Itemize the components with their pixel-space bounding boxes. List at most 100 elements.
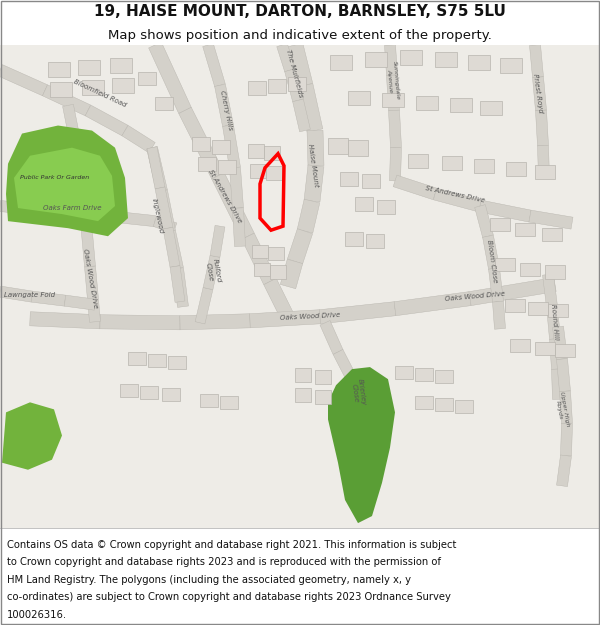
Polygon shape — [284, 69, 304, 102]
Text: Priest Royd: Priest Royd — [532, 73, 544, 113]
Bar — [362, 174, 380, 188]
Bar — [328, 138, 348, 154]
Polygon shape — [146, 146, 167, 192]
Text: 100026316.: 100026316. — [7, 609, 67, 619]
Polygon shape — [242, 233, 276, 284]
Bar — [455, 400, 473, 413]
Polygon shape — [85, 266, 100, 322]
Bar — [82, 80, 104, 96]
Text: Upper High
Royds: Upper High Royds — [554, 391, 571, 428]
Text: Oaks Wood Drive: Oaks Wood Drive — [445, 291, 505, 302]
Text: Fulford
Close: Fulford Close — [205, 258, 221, 284]
Polygon shape — [195, 288, 213, 324]
Text: St Andrews Drive: St Andrews Drive — [425, 185, 485, 203]
Polygon shape — [277, 43, 295, 72]
Bar — [270, 266, 286, 279]
Polygon shape — [170, 266, 185, 302]
Polygon shape — [493, 301, 505, 329]
Polygon shape — [542, 274, 557, 308]
Bar — [138, 72, 156, 85]
Polygon shape — [475, 204, 493, 238]
Polygon shape — [550, 339, 562, 369]
Text: The Muirfields: The Muirfields — [284, 49, 304, 98]
Polygon shape — [164, 230, 184, 269]
Bar — [266, 166, 282, 180]
Bar — [468, 55, 490, 70]
Polygon shape — [6, 126, 128, 236]
Polygon shape — [560, 391, 572, 424]
Bar — [435, 52, 457, 67]
Polygon shape — [2, 402, 62, 470]
Bar — [416, 96, 438, 111]
Bar — [348, 139, 368, 156]
Polygon shape — [530, 44, 544, 78]
Bar — [128, 352, 146, 365]
Text: Round Hill: Round Hill — [550, 304, 560, 340]
Bar — [295, 388, 311, 402]
Text: Oaks Wood Drive: Oaks Wood Drive — [82, 248, 98, 309]
Polygon shape — [479, 200, 531, 222]
Text: Haise Mount: Haise Mount — [307, 144, 319, 188]
Polygon shape — [147, 147, 165, 189]
Bar — [288, 78, 306, 91]
Bar — [500, 58, 522, 73]
Polygon shape — [307, 131, 324, 166]
Bar — [520, 263, 540, 276]
Text: Inglewood: Inglewood — [151, 198, 164, 234]
Polygon shape — [320, 321, 343, 354]
Polygon shape — [557, 455, 571, 487]
Bar — [162, 388, 180, 401]
Polygon shape — [547, 306, 560, 339]
Bar — [382, 93, 404, 108]
Bar — [264, 146, 280, 160]
Polygon shape — [80, 211, 95, 267]
Polygon shape — [347, 378, 367, 409]
Bar — [220, 396, 238, 409]
Text: to Crown copyright and database rights 2023 and is reproduced with the permissio: to Crown copyright and database rights 2… — [7, 558, 441, 568]
Bar — [515, 223, 535, 236]
Bar — [480, 101, 502, 116]
Polygon shape — [155, 187, 173, 229]
Polygon shape — [529, 210, 573, 229]
Text: Sunningdale
Avenue: Sunningdale Avenue — [386, 60, 400, 100]
Bar — [198, 157, 216, 171]
Text: Brierley
Close: Brierley Close — [350, 378, 367, 407]
Polygon shape — [163, 228, 180, 268]
Bar — [250, 164, 266, 178]
Bar — [268, 248, 284, 261]
Polygon shape — [385, 44, 397, 76]
Bar — [50, 82, 72, 98]
Polygon shape — [210, 226, 225, 258]
Bar — [365, 52, 387, 67]
Polygon shape — [30, 312, 100, 329]
Polygon shape — [433, 188, 482, 212]
Polygon shape — [297, 84, 323, 132]
Polygon shape — [328, 367, 395, 523]
Bar — [355, 197, 373, 211]
Bar — [340, 172, 358, 186]
Polygon shape — [0, 286, 33, 302]
Polygon shape — [469, 278, 556, 306]
Polygon shape — [180, 314, 250, 330]
Polygon shape — [386, 75, 400, 111]
Polygon shape — [553, 326, 568, 360]
Polygon shape — [107, 211, 155, 227]
Polygon shape — [223, 124, 241, 169]
Text: Bloomfield Road: Bloomfield Road — [73, 79, 127, 108]
Polygon shape — [0, 201, 55, 217]
Polygon shape — [280, 259, 303, 289]
Bar — [254, 263, 270, 276]
Polygon shape — [297, 199, 320, 233]
Polygon shape — [488, 268, 503, 302]
Bar — [345, 232, 363, 246]
Bar — [408, 154, 428, 168]
Bar — [415, 368, 433, 381]
Polygon shape — [482, 235, 499, 269]
Polygon shape — [304, 165, 324, 202]
Polygon shape — [215, 84, 233, 127]
Bar — [252, 245, 268, 258]
Bar — [377, 200, 395, 214]
Polygon shape — [100, 315, 180, 330]
Bar — [295, 368, 311, 382]
Bar — [505, 299, 525, 312]
